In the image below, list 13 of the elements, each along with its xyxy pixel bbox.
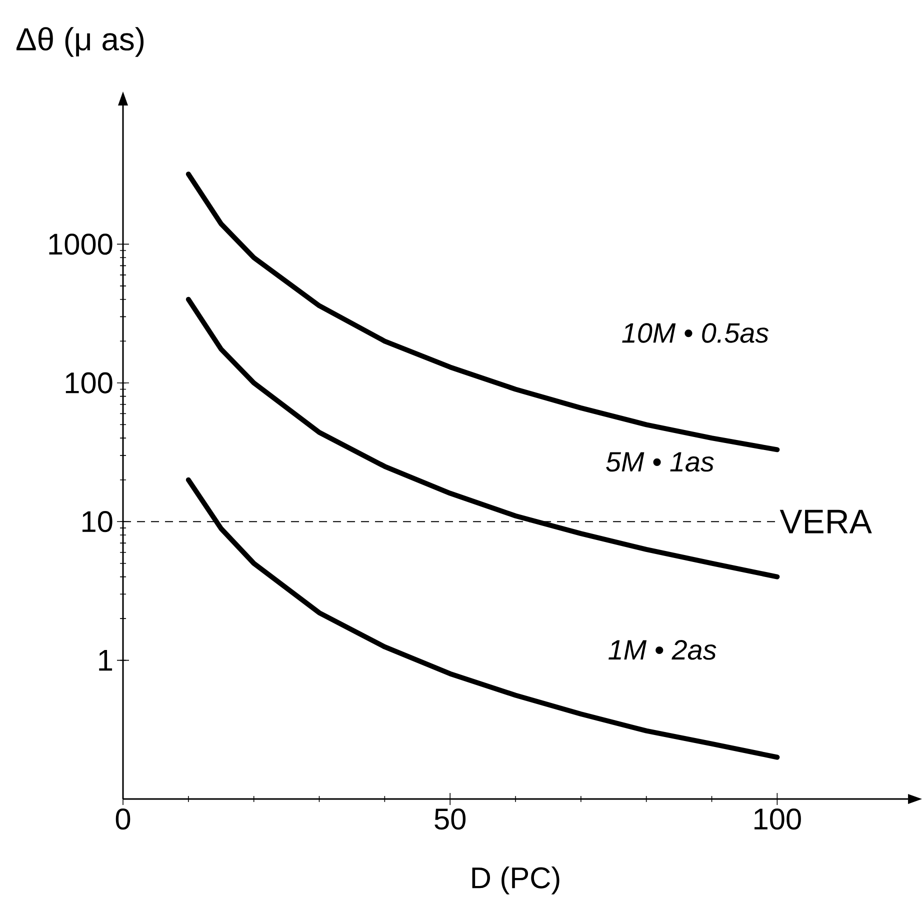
ref-line-label: VERA (780, 510, 872, 534)
y-tick-label: 10 (82, 511, 112, 532)
x-axis-title: D (PC) (472, 866, 560, 894)
x-tick-label: 100 (754, 808, 801, 830)
y-tick-label: 1 (99, 650, 112, 671)
annotation: 10M • 0.5as (622, 323, 769, 343)
annotation: 5M • 1as (606, 452, 714, 472)
annotation: 1M • 2as (608, 640, 716, 660)
y-tick-label: 1000 (49, 234, 112, 255)
y-tick-label: 100 (66, 372, 112, 394)
x-tick-label: 50 (434, 808, 466, 830)
y-axis-title: Δθ (μ as) (16, 27, 144, 57)
x-tick-label: 0 (116, 808, 130, 830)
